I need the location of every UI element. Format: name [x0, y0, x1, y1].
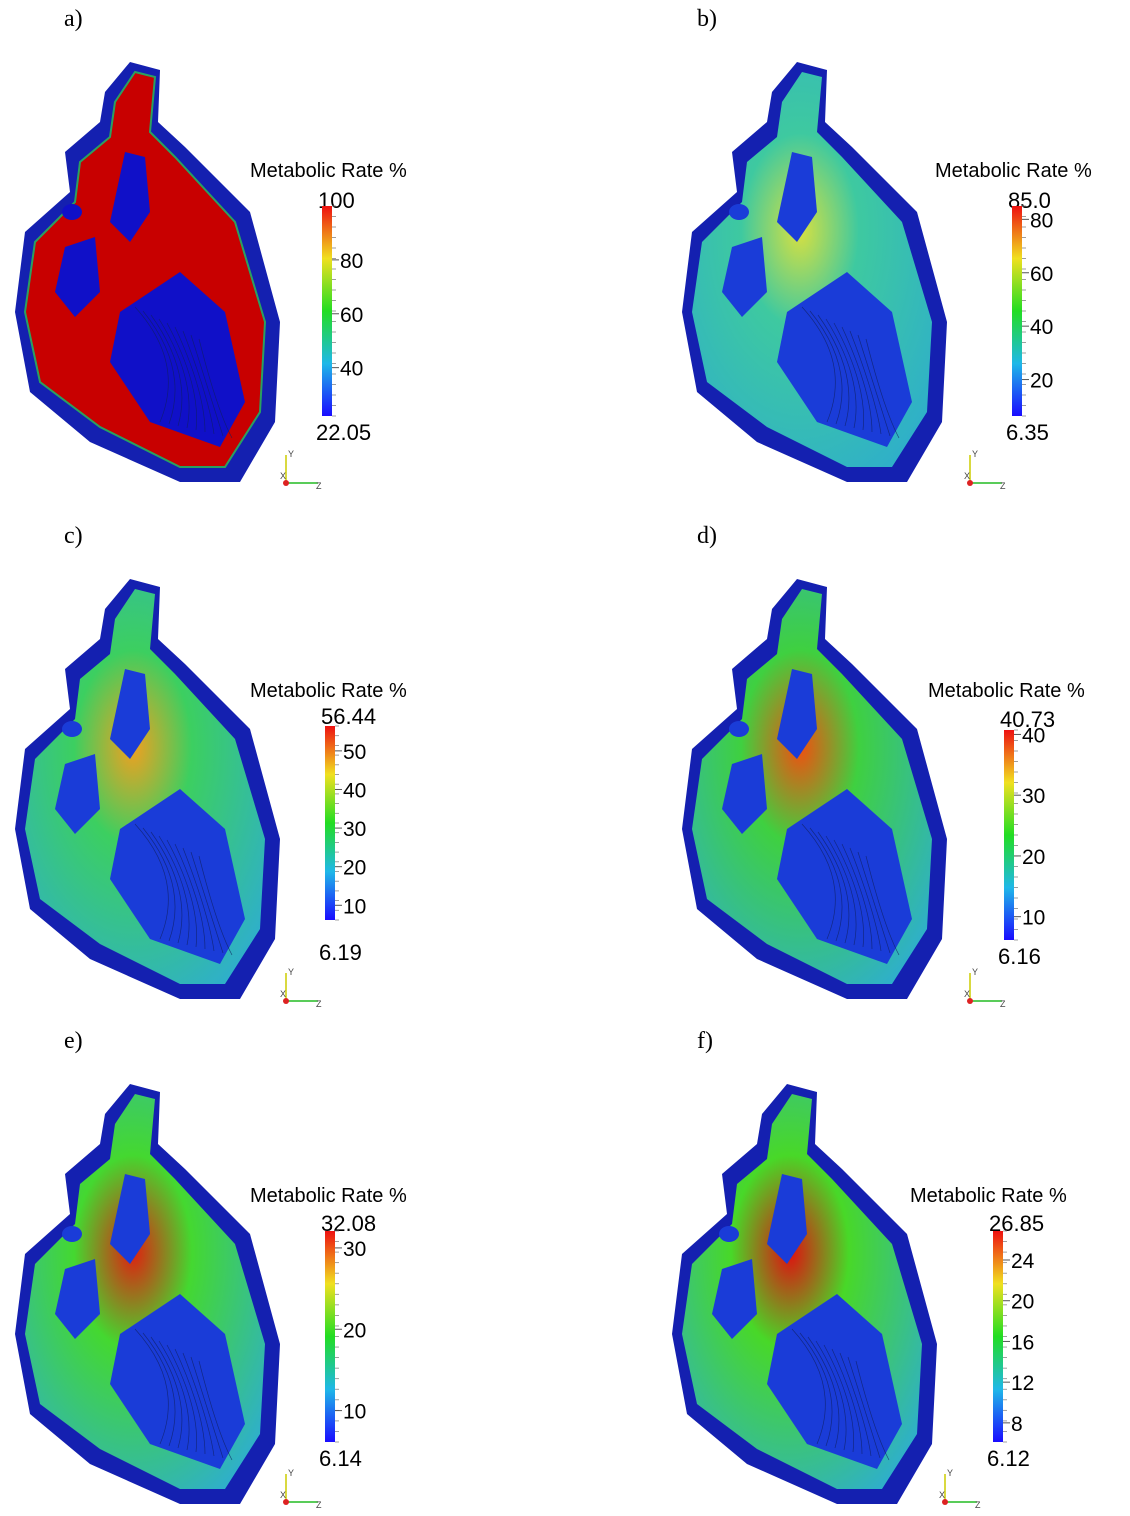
axis-x-label: X	[939, 1490, 945, 1500]
orientation-axes: Y X Z	[964, 449, 1006, 491]
colorbar-gradient	[322, 206, 332, 416]
orientation-axes: Y X Z	[280, 1468, 322, 1510]
colorbar-tick-label: 40	[343, 779, 366, 802]
heart-model	[682, 579, 947, 999]
colorbar-max-label: 40.73	[1000, 707, 1056, 732]
colorbar: 10 20 30 40	[1004, 724, 1045, 941]
axis-y-label: Y	[288, 1468, 294, 1478]
orientation-axes: Y X Z	[939, 1468, 981, 1510]
axis-z-label: Z	[316, 999, 322, 1009]
colorbar-tick-label: 20	[1022, 846, 1045, 869]
axis-x-label: X	[964, 471, 970, 481]
axis-y-label: Y	[288, 967, 294, 977]
colorbar-tick-label: 40	[340, 358, 363, 381]
colorbar-tick-label: 10	[1022, 907, 1045, 930]
colorbar-tick-label: 80	[340, 250, 363, 273]
colorbar-tick-label: 16	[1011, 1331, 1034, 1354]
colorbar-tick-label: 30	[343, 818, 366, 841]
axis-z-label: Z	[316, 1500, 322, 1510]
panel-label: c)	[64, 523, 83, 549]
colorbar-gradient	[325, 726, 335, 920]
colorbar-tick-label: 80	[1030, 209, 1053, 232]
colorbar-gradient	[1012, 206, 1022, 416]
orientation-axes: Y X Z	[964, 967, 1006, 1009]
colorbar: 10 20 30	[325, 1230, 366, 1443]
axis-z-label: Z	[1000, 999, 1006, 1009]
colorbar-tick-label: 8	[1011, 1413, 1023, 1436]
colorbar-tick-label: 24	[1011, 1250, 1035, 1273]
colorbar-min-label: 6.35	[1006, 420, 1049, 445]
colorbar-tick-label: 60	[340, 304, 363, 327]
colorbar-title: Metabolic Rate %	[928, 680, 1085, 702]
axis-z-label: Z	[316, 481, 322, 491]
colorbar-tick-label: 30	[343, 1238, 366, 1261]
orientation-axes: Y X Z	[280, 967, 322, 1009]
colorbar-min-label: 6.14	[319, 1446, 362, 1471]
panel-label: f)	[697, 1028, 713, 1054]
panel-label: a)	[64, 6, 83, 32]
axis-y-label: Y	[972, 449, 978, 459]
panel-label: b)	[697, 6, 717, 32]
colorbar-tick-label: 10	[343, 895, 366, 918]
orientation-axes: Y X Z	[280, 449, 322, 491]
colorbar: 40 60 80	[322, 205, 363, 417]
colorbar-tick-label: 60	[1030, 263, 1053, 286]
axis-x-label: X	[964, 989, 970, 999]
colorbar-title: Metabolic Rate %	[250, 1185, 407, 1207]
axis-x-label: X	[280, 1490, 286, 1500]
colorbar-tick-label: 20	[343, 1319, 366, 1342]
panel-label: e)	[64, 1028, 83, 1054]
colorbar-tick-label: 30	[1022, 785, 1045, 808]
axis-x-label: X	[280, 989, 286, 999]
colorbar-tick-label: 40	[1030, 316, 1053, 339]
colorbar-title: Metabolic Rate %	[250, 160, 407, 182]
heart-model	[15, 579, 280, 999]
colorbar-tick-label: 50	[343, 741, 366, 764]
colorbar-gradient	[1004, 730, 1014, 940]
colorbar-title: Metabolic Rate %	[935, 160, 1092, 182]
colorbar-title: Metabolic Rate %	[910, 1185, 1067, 1207]
axis-y-label: Y	[972, 967, 978, 977]
colorbar: 10 20 30 40 50	[325, 725, 366, 921]
colorbar-tick-label: 12	[1011, 1372, 1034, 1395]
colorbar-min-label: 6.16	[998, 944, 1041, 969]
colorbar-min-label: 6.12	[987, 1446, 1030, 1471]
colorbar: 20 40 60 80	[1012, 205, 1053, 417]
colorbar-tick-label: 20	[343, 857, 366, 880]
colorbar: 8 12 16 20 24	[993, 1230, 1035, 1443]
axis-x-label: X	[280, 471, 286, 481]
colorbar-title: Metabolic Rate %	[250, 680, 407, 702]
colorbar-min-label: 22.05	[316, 420, 372, 445]
colorbar-gradient	[993, 1231, 1003, 1442]
axis-z-label: Z	[1000, 481, 1006, 491]
colorbar-tick-label: 20	[1011, 1291, 1034, 1314]
colorbar-min-label: 6.19	[319, 940, 362, 965]
axis-y-label: Y	[288, 449, 294, 459]
heart-model	[15, 62, 280, 482]
heart-model	[15, 1084, 280, 1504]
colorbar-tick-label: 20	[1030, 370, 1053, 393]
axis-z-label: Z	[975, 1500, 981, 1510]
heart-model	[682, 62, 947, 482]
colorbar-gradient	[325, 1231, 335, 1442]
colorbar-tick-label: 10	[343, 1401, 366, 1424]
panel-label: d)	[697, 523, 717, 549]
colorbar-max-label: 56.44	[321, 704, 377, 729]
axis-y-label: Y	[947, 1468, 953, 1478]
heart-model	[672, 1084, 937, 1504]
colorbar-tick-label: 40	[1022, 724, 1045, 747]
